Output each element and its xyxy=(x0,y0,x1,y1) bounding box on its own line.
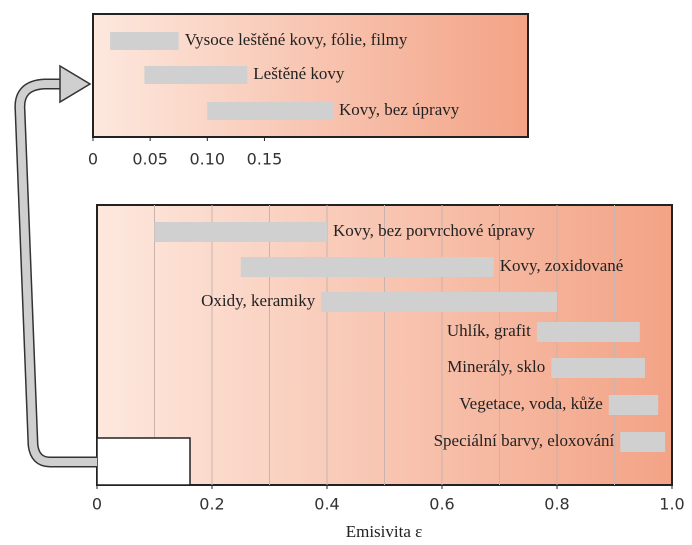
bar xyxy=(536,322,640,342)
zoom-arrow-head xyxy=(59,64,92,104)
x-tick-label: 0 xyxy=(92,495,102,514)
zoom-arrow xyxy=(15,80,97,466)
bar-label: Minerály, sklo xyxy=(447,357,545,376)
bar xyxy=(551,358,645,378)
bar xyxy=(144,66,248,84)
bar xyxy=(608,395,659,415)
bar-label: Uhlík, grafit xyxy=(447,321,531,340)
bar-label: Kovy, bez úpravy xyxy=(339,100,460,119)
x-tick-label: 0.6 xyxy=(429,495,454,514)
x-tick-label: 0.4 xyxy=(314,495,339,514)
x-tick-label: 0.8 xyxy=(544,495,569,514)
x-tick-label: 0 xyxy=(88,150,98,169)
x-tick-label: 0.10 xyxy=(189,150,225,169)
x-axis-label: Emisivita ε xyxy=(346,522,423,541)
bar xyxy=(620,432,666,452)
bar xyxy=(207,102,334,120)
x-tick-label: 0.05 xyxy=(132,150,168,169)
bar-label: Vysoce leštěné kovy, fólie, filmy xyxy=(185,30,408,49)
bar-label: Kovy, zoxidované xyxy=(500,256,624,275)
bar-label: Oxidy, keramiky xyxy=(201,291,316,310)
bar xyxy=(154,222,327,242)
bar xyxy=(240,257,494,277)
bar-label: Kovy, bez porvrchové úpravy xyxy=(333,221,535,240)
bar xyxy=(321,292,557,312)
bar-label: Leštěné kovy xyxy=(253,64,345,83)
x-tick-label: 0.2 xyxy=(199,495,224,514)
x-tick-label: 0.15 xyxy=(247,150,283,169)
zoom-box xyxy=(96,437,191,486)
bar-label: Vegetace, voda, kůže xyxy=(459,394,602,413)
x-tick-label: 1.0 xyxy=(659,495,684,514)
bar-label: Speciální barvy, eloxování xyxy=(434,431,615,450)
bar xyxy=(110,32,179,50)
